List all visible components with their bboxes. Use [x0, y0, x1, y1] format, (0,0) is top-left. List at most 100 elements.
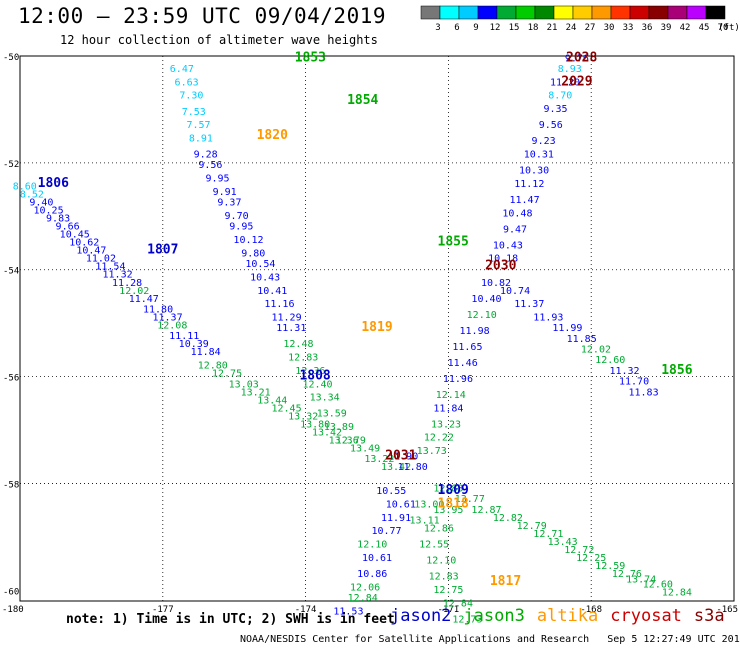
- colorbar-label: 36: [642, 23, 653, 33]
- swh-reading: 11.47: [510, 195, 540, 206]
- swh-reading: 11.37: [153, 312, 183, 323]
- colorbar-label: 12: [490, 23, 501, 33]
- colorbar-swatch: [496, 5, 517, 20]
- swh-reading: 11.91: [381, 513, 411, 524]
- pass-time-label: 1820: [257, 128, 288, 143]
- swh-reading: 12.72: [564, 545, 594, 556]
- swh-reading: 10.43: [493, 240, 523, 251]
- swh-reading: 11.54: [95, 262, 125, 273]
- swh-reading: 12.55: [419, 540, 449, 551]
- colorbar-swatch: [610, 5, 631, 20]
- x-tick-label: -174: [295, 605, 317, 615]
- swh-reading: 10.62: [69, 238, 99, 249]
- pass-time-labels: 1806 1807 1808 1809 1817 1818 1819 1820 1853 1854…: [38, 50, 693, 589]
- colorbar-label: (ft): [718, 23, 740, 33]
- colorbar-label: 15: [509, 23, 520, 33]
- colorbar-label: 3: [435, 23, 440, 33]
- swh-reading: 12.14: [436, 390, 466, 401]
- swh-reading: 9.95: [205, 174, 229, 185]
- swh-reading: 10.54: [245, 259, 275, 270]
- swh-reading: 11.20: [550, 77, 580, 88]
- swh-reading: 12.40: [302, 379, 332, 390]
- grid-lines: [20, 56, 734, 601]
- swh-reading: 9.56: [539, 120, 563, 131]
- swh-reading: 11.80: [398, 462, 428, 473]
- swh-reading: 13.22: [364, 454, 394, 465]
- credit-line: NOAA/NESDIS Center for Satellite Applica…: [240, 634, 740, 645]
- colorbar-swatch: [477, 5, 498, 20]
- swh-reading: 9.47: [503, 224, 527, 235]
- swh-reading: 11.32: [609, 366, 639, 377]
- colorbar-label: 33: [623, 23, 634, 33]
- swh-reading: 13.00: [414, 499, 444, 510]
- swh-reading: 13.21: [241, 387, 271, 398]
- colorbar-swatch: [705, 5, 726, 20]
- swh-reading: 10.39: [179, 339, 209, 350]
- swh-reading: 11.47: [129, 294, 159, 305]
- swh-reading: 10.47: [76, 246, 106, 257]
- swh-reading: 10.74: [500, 286, 530, 297]
- swh-reading: 11.29: [272, 312, 302, 323]
- x-tick-label: -180: [2, 605, 24, 615]
- satellite-legend-item: jason3: [463, 606, 525, 626]
- swh-reading: 7.57: [186, 120, 210, 131]
- swh-reading: 12.84: [348, 593, 378, 604]
- swh-reading: 8.91: [189, 133, 213, 144]
- swh-reading: 10.48: [502, 208, 532, 219]
- swh-reading: 8.70: [548, 91, 572, 102]
- swh-reading: 11.85: [567, 334, 597, 345]
- swh-reading: 13.32: [288, 411, 318, 422]
- swh-reading: 12.60: [643, 580, 673, 591]
- swh-reading: 9.35: [543, 104, 567, 115]
- swh-reading: 10.86: [357, 569, 387, 580]
- colorbar-label: 6: [454, 23, 459, 33]
- generated-time: Sep 5 12:27:49 UTC 2019: [607, 634, 740, 645]
- y-tick-label: -52: [3, 160, 19, 170]
- swh-reading: 11.98: [460, 326, 490, 337]
- swh-reading: 10.25: [34, 206, 64, 217]
- y-tick-label: -50: [3, 53, 19, 63]
- y-tick-label: -58: [3, 480, 19, 490]
- satellite-legend-item: cryosat: [610, 606, 682, 626]
- swh-reading: 11.84: [433, 403, 463, 414]
- page-title: 12:00 – 23:59 UTC 09/04/2019: [18, 4, 387, 28]
- swh-reading: 6.47: [170, 64, 194, 75]
- swh-reading: 12.75: [433, 585, 463, 596]
- swh-reading: 10.43: [250, 272, 280, 283]
- satellite-legend: jason2 jason3 altika cryosat s3a: [390, 606, 737, 626]
- colorbar-swatch: [572, 5, 593, 20]
- pass-time-label: 2030: [485, 259, 516, 274]
- pass-time-label: 1819: [361, 320, 392, 335]
- swh-reading: 12.36: [295, 366, 325, 377]
- colorbar-label: 70: [718, 23, 729, 33]
- swh-reading: 9.95: [229, 222, 253, 233]
- swh-reading: 13.89: [324, 422, 354, 433]
- x-tick-label: -165: [716, 605, 738, 615]
- colorbar-swatch: [648, 5, 669, 20]
- swh-reading: 11.93: [533, 312, 563, 323]
- swh-reading: 12.10: [357, 540, 387, 551]
- swh-reading: 12.71: [533, 529, 563, 540]
- swh-reading: 11.02: [86, 254, 116, 265]
- swh-reading: 12.59: [595, 561, 625, 572]
- colorbar-swatch: [515, 5, 536, 20]
- x-tick-label: -171: [438, 605, 460, 615]
- x-tick-label: -168: [580, 605, 602, 615]
- swh-reading: 11.84: [191, 347, 221, 358]
- swh-reading: 11.90: [388, 451, 418, 462]
- swh-reading: 12.79: [336, 435, 366, 446]
- swh-reading: 9.40: [29, 198, 53, 209]
- swh-reading: 10.12: [233, 235, 263, 246]
- swh-reading: 12.02: [581, 345, 611, 356]
- swh-reading: 12.22: [424, 433, 454, 444]
- pass-time-label: 2031: [385, 448, 416, 463]
- colorbar-swatch: [420, 5, 441, 20]
- pass-time-label: 1808: [299, 368, 330, 383]
- swh-reading: 13.43: [548, 537, 578, 548]
- colorbar-label: 42: [680, 23, 691, 33]
- colorbar-swatch: [439, 5, 460, 20]
- swh-reading: 10.61: [362, 553, 392, 564]
- swh-reading: 11.16: [264, 299, 294, 310]
- swh-reading: 11.80: [143, 304, 173, 315]
